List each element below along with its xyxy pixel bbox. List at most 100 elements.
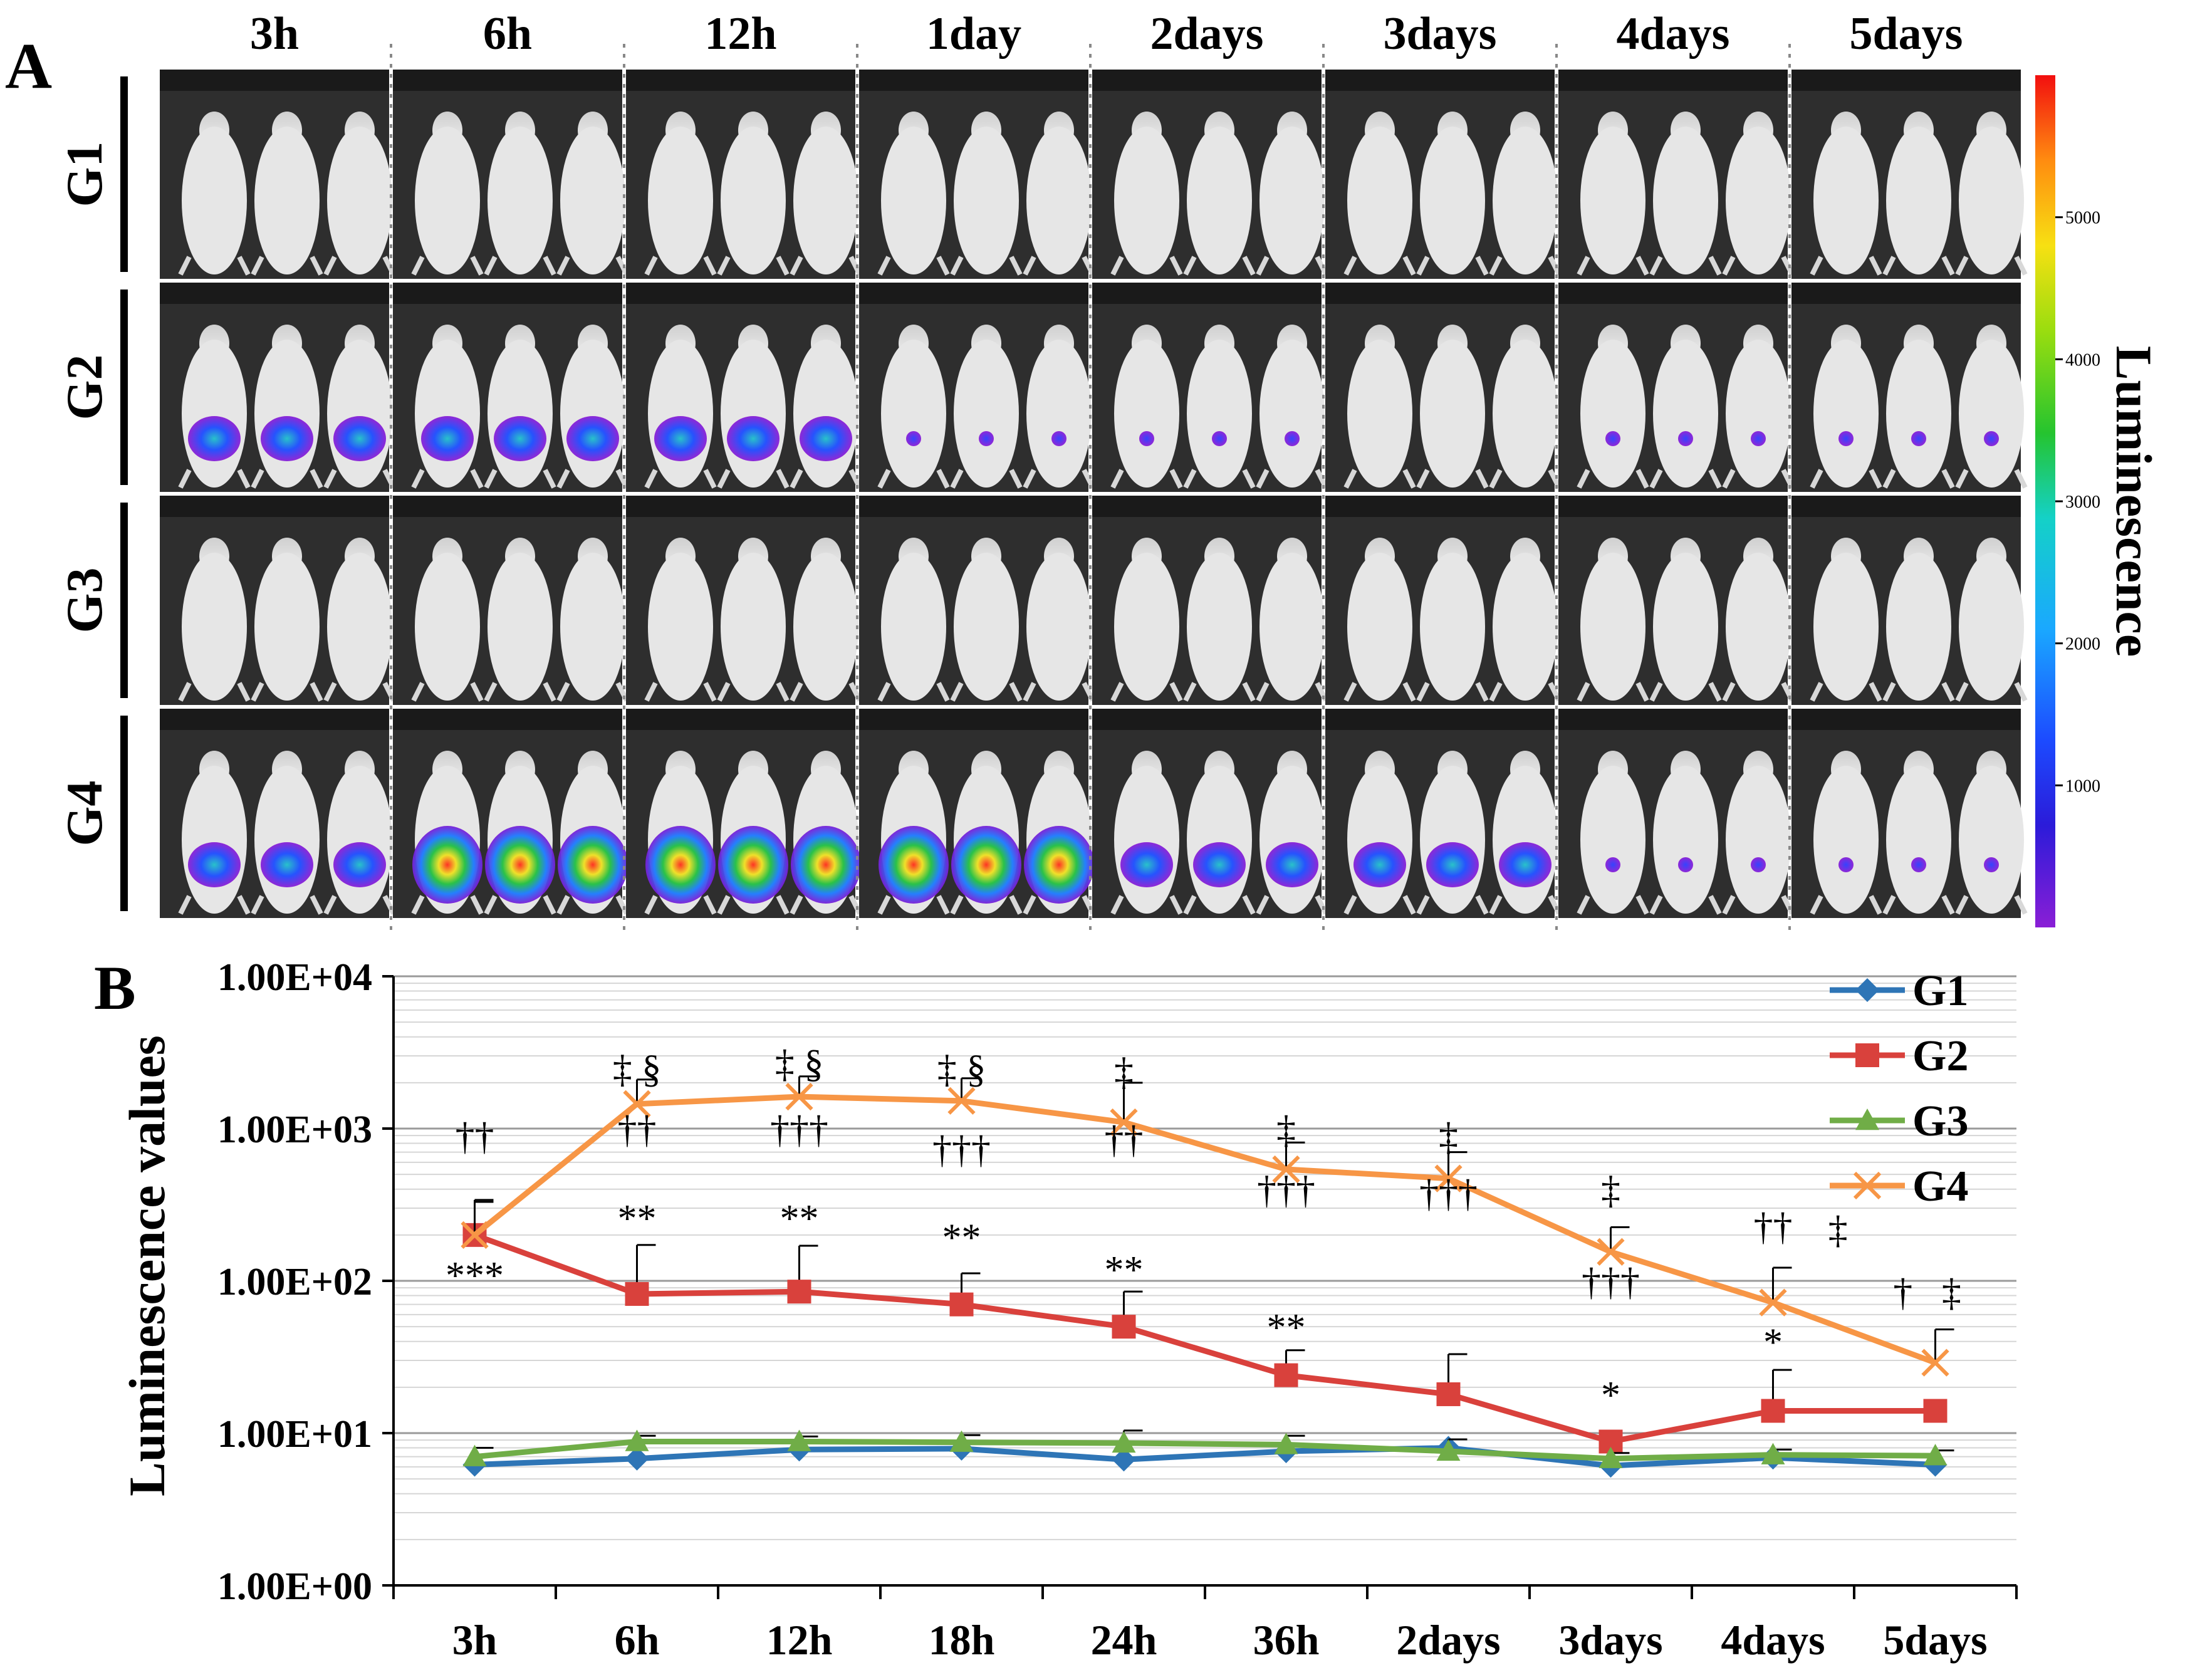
mouse-body (1726, 553, 1791, 701)
luminescence-spot (1984, 857, 1999, 872)
mouse-body (1187, 553, 1252, 701)
image-top-band (160, 283, 389, 304)
mouse-body (881, 340, 946, 488)
luminescence-spot (494, 416, 546, 461)
mouse-leg (877, 469, 891, 489)
data-point-marker (1112, 1315, 1136, 1339)
mouse-silhouette (1649, 538, 1722, 702)
mouse-image-panel (393, 70, 629, 279)
colorbar-ticks: 5000 4000 3000 2000 1000 (2055, 209, 2100, 796)
mouse-leg (776, 682, 790, 702)
mouse-image-panel (1558, 283, 1795, 492)
mouse-silhouette (790, 112, 862, 276)
data-point-marker (625, 1429, 649, 1451)
image-top-band (1325, 70, 1555, 91)
mouse-leg (1242, 469, 1256, 489)
image-top-band (1092, 709, 1322, 730)
luminescence-spot (188, 416, 241, 461)
group-bracket-line (120, 716, 128, 911)
mouse-silhouette (323, 538, 396, 702)
series-g4 (461, 1075, 1954, 1377)
mouse-silhouette (484, 112, 556, 276)
mouse-leg (1781, 895, 1795, 915)
mouse-silhouette (717, 112, 790, 276)
mouse-leg (411, 895, 425, 915)
mouse-image-panel (160, 709, 396, 918)
mouse-leg (251, 895, 264, 915)
mouse-leg (323, 469, 337, 489)
luminescence-spot (791, 826, 861, 904)
data-point-marker (1853, 1171, 1882, 1200)
mouse-leg (382, 256, 396, 276)
mouse-silhouette (556, 325, 629, 489)
mouse-leg (1402, 256, 1416, 276)
mouse-leg (1869, 682, 1882, 702)
luminescence-spot (979, 431, 994, 446)
mouse-leg (556, 895, 570, 915)
image-top-band (859, 709, 1088, 730)
mouse-silhouette (1722, 751, 1795, 915)
mouse-image-panel (1092, 70, 1328, 279)
x-tick-label: 24h (1091, 1616, 1157, 1664)
mouse-body (954, 340, 1019, 488)
mouse-body (881, 127, 946, 274)
mouse-body (254, 766, 320, 914)
series-line (474, 1438, 1936, 1462)
mouse-silhouette (1023, 325, 1095, 489)
mouse-body (182, 553, 247, 701)
mouse-image-panel (160, 283, 396, 492)
mouse-leg (1315, 256, 1328, 276)
mouse-leg (1810, 256, 1823, 276)
mouse-body (488, 127, 553, 274)
mouse-image-panel (1558, 70, 1795, 279)
mouse-silhouette (411, 538, 484, 702)
data-point-marker (1112, 1431, 1136, 1453)
legend-label: G1 (1912, 967, 1968, 1015)
data-point-marker (462, 1444, 487, 1466)
mouse-leg (1402, 682, 1416, 702)
data-point-marker (1855, 1109, 1879, 1130)
y-tick-label: 1.00E+00 (217, 1565, 372, 1608)
mouse-leg (1402, 469, 1416, 489)
image-top-band (1092, 70, 1322, 91)
mouse-silhouette (1343, 751, 1416, 915)
mouse-body (1420, 766, 1485, 914)
mouse-leg (848, 256, 862, 276)
mouse-image-panel (1325, 496, 1562, 705)
image-top-band (393, 283, 622, 304)
significance-annotation: ** (1267, 1307, 1306, 1349)
mouse-body (1493, 127, 1558, 274)
mouse-silhouette (1810, 538, 1882, 702)
data-point-marker (625, 1446, 649, 1471)
mouse-leg (1009, 256, 1023, 276)
mouse-leg (717, 682, 731, 702)
mouse-body (1813, 127, 1879, 274)
luminescence-spot (1751, 857, 1766, 872)
mouse-silhouette (1489, 538, 1562, 702)
mouse-leg (382, 469, 396, 489)
mouse-body (415, 127, 480, 274)
image-top-band (160, 709, 389, 730)
bioluminescence-image-grid (160, 44, 2028, 932)
mouse-silhouette (1882, 325, 1955, 489)
luminescence-spot (727, 416, 780, 461)
mouse-silhouette (1256, 112, 1328, 276)
mouse-leg (484, 682, 498, 702)
mouse-silhouette (1577, 325, 1649, 489)
data-point-marker (1436, 1439, 1461, 1461)
mouse-leg (644, 895, 658, 915)
mouse-silhouette (323, 112, 396, 276)
luminescence-spot (800, 416, 852, 461)
mouse-leg (1941, 682, 1955, 702)
mouse-silhouette (1882, 751, 1955, 915)
mouse-silhouette (1882, 112, 1955, 276)
mouse-body (254, 127, 320, 274)
image-top-band (1558, 709, 1788, 730)
mouse-leg (644, 469, 658, 489)
mouse-leg (1343, 895, 1357, 915)
luminescence-spot (906, 431, 921, 446)
data-point-marker (461, 1221, 489, 1249)
mouse-leg (1110, 895, 1124, 915)
mouse-silhouette (644, 325, 717, 489)
